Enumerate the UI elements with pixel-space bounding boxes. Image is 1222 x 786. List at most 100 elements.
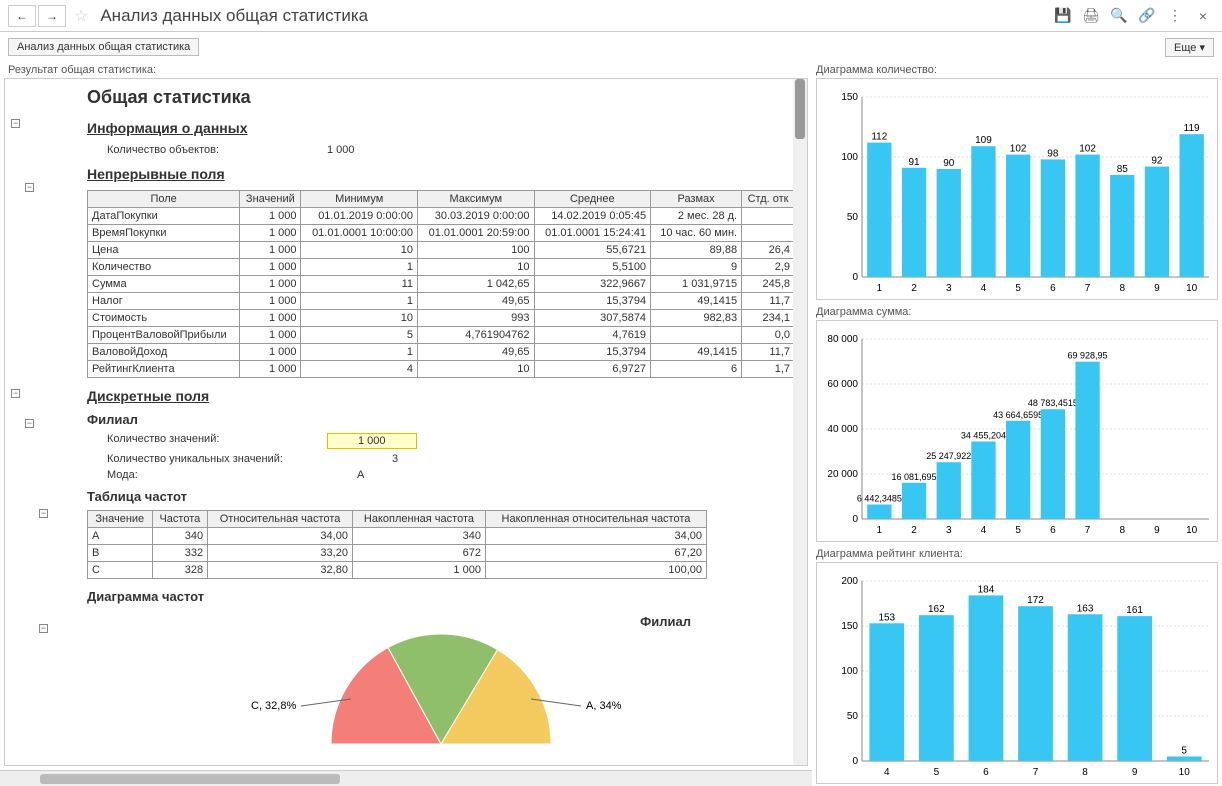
svg-text:9: 9: [1132, 767, 1138, 778]
freq-table-heading: Таблица частот: [87, 489, 795, 504]
table-row: РейтингКлиента1 0004106,972761,7: [88, 361, 795, 378]
table-header: Частота: [152, 511, 208, 528]
svg-text:2: 2: [911, 525, 917, 536]
chart1-label: Диаграмма количество:: [816, 62, 1218, 78]
menu-dots-icon[interactable]: ⋮: [1164, 5, 1186, 27]
table-header: Максимум: [418, 191, 535, 208]
svg-text:0: 0: [852, 756, 858, 767]
svg-text:50: 50: [847, 212, 859, 223]
document-area: Общая статистика Информация о данных Кол…: [75, 79, 807, 765]
chart-sum: 020 00040 00060 00080 0006 442,3485116 0…: [816, 320, 1218, 542]
svg-text:C, 32,8%: C, 32,8%: [251, 700, 296, 712]
chart2-label: Диаграмма сумма:: [816, 304, 1218, 320]
svg-text:90: 90: [943, 158, 955, 169]
table-row: Сумма1 000111 042,65322,96671 031,971524…: [88, 276, 795, 293]
svg-text:20 000: 20 000: [827, 469, 858, 480]
svg-text:102: 102: [1079, 144, 1096, 155]
tree-toggle[interactable]: −: [25, 419, 34, 428]
tree-toggle[interactable]: −: [25, 183, 34, 192]
svg-text:5: 5: [934, 767, 940, 778]
filial-unique-value: 3: [327, 453, 398, 465]
preview-icon[interactable]: 🔍: [1108, 5, 1130, 27]
svg-text:200: 200: [841, 576, 858, 587]
svg-text:98: 98: [1047, 148, 1059, 159]
filial-count-label: Количество значений:: [87, 433, 327, 449]
chart-quantity: 0501001501121912903109410259861027858929…: [816, 78, 1218, 300]
svg-text:6: 6: [983, 767, 989, 778]
svg-text:80 000: 80 000: [827, 334, 858, 345]
table-row: B33233,2067267,20: [88, 545, 707, 562]
table-row: ВремяПокупки1 00001.01.0001 10:00:0001.0…: [88, 225, 795, 242]
svg-text:43 664,6595: 43 664,6595: [993, 410, 1043, 420]
svg-text:184: 184: [978, 584, 995, 595]
nav-forward-button[interactable]: →: [38, 5, 66, 27]
link-icon[interactable]: 🔗: [1136, 5, 1158, 27]
svg-text:16 081,695: 16 081,695: [892, 472, 937, 482]
svg-text:10: 10: [1186, 283, 1198, 294]
svg-text:100: 100: [841, 666, 858, 677]
svg-text:0: 0: [852, 272, 858, 283]
svg-text:7: 7: [1033, 767, 1039, 778]
table-row: A34034,0034034,00: [88, 528, 707, 545]
svg-text:4: 4: [981, 283, 987, 294]
svg-text:2: 2: [911, 283, 917, 294]
info-count-label: Количество объектов:: [87, 144, 327, 156]
svg-text:10: 10: [1186, 525, 1198, 536]
svg-text:150: 150: [841, 621, 858, 632]
main-toolbar: ← → ☆ Анализ данных общая статистика 💾 🖨…: [0, 0, 1222, 32]
table-header: Стд. отк: [742, 191, 795, 208]
table-row: ВаловойДоход1 000149,6515,379449,141511,…: [88, 344, 795, 361]
svg-text:85: 85: [1117, 164, 1129, 175]
vertical-scrollbar[interactable]: [793, 79, 807, 765]
tree-toggle[interactable]: −: [39, 624, 48, 633]
doc-heading: Общая статистика: [87, 87, 795, 108]
svg-text:3: 3: [946, 525, 952, 536]
more-button[interactable]: Еще ▾: [1165, 38, 1214, 57]
section-info-heading: Информация о данных: [87, 120, 795, 136]
horizontal-scrollbar[interactable]: [0, 770, 812, 786]
continuous-fields-table: ПолеЗначенийМинимумМаксимумСреднееРазмах…: [87, 190, 795, 378]
tree-toggle[interactable]: −: [39, 509, 48, 518]
svg-text:102: 102: [1010, 144, 1027, 155]
nav-back-button[interactable]: ←: [8, 5, 36, 27]
tree-toggle[interactable]: −: [11, 389, 20, 398]
table-header: Накопленная частота: [352, 511, 485, 528]
svg-text:6 442,3485: 6 442,3485: [857, 494, 902, 504]
filial-unique-label: Количество уникальных значений:: [87, 453, 327, 465]
svg-text:5: 5: [1181, 746, 1187, 757]
table-header: Накопленная относительная частота: [485, 511, 706, 528]
svg-text:4: 4: [884, 767, 890, 778]
tree-toggle[interactable]: −: [11, 119, 20, 128]
svg-text:25 247,922: 25 247,922: [926, 451, 971, 461]
svg-text:1: 1: [877, 283, 883, 294]
left-panel: Результат общая статистика: − − − − − − …: [0, 62, 812, 786]
svg-text:5: 5: [1015, 283, 1021, 294]
frequency-table: ЗначениеЧастотаОтносительная частотаНако…: [87, 510, 707, 579]
svg-text:A, 34%: A, 34%: [586, 700, 622, 712]
svg-text:150: 150: [841, 92, 858, 103]
svg-text:161: 161: [1126, 605, 1143, 616]
svg-text:112: 112: [871, 132, 887, 143]
favorite-star-icon[interactable]: ☆: [74, 6, 88, 26]
save-icon[interactable]: 💾: [1052, 5, 1074, 27]
svg-text:7: 7: [1085, 283, 1091, 294]
print-icon[interactable]: 🖨: [1080, 5, 1102, 27]
table-row: Стоимость1 00010993307,5874982,83234,1: [88, 310, 795, 327]
svg-text:119: 119: [1184, 123, 1200, 134]
close-icon[interactable]: ×: [1192, 5, 1214, 27]
svg-text:60 000: 60 000: [827, 379, 858, 390]
chart-rating: 050100150200153416251846172716381619510: [816, 562, 1218, 784]
svg-text:48 783,4515: 48 783,4515: [1028, 398, 1078, 408]
table-row: Цена1 0001010055,672189,8826,4: [88, 242, 795, 259]
svg-text:163: 163: [1077, 603, 1094, 614]
table-row: ПроцентВаловойПрибыли1 00054,7619047624,…: [88, 327, 795, 344]
table-header: Размах: [651, 191, 742, 208]
table-header: Значение: [88, 511, 153, 528]
svg-text:91: 91: [908, 157, 920, 168]
table-row: ДатаПокупки1 00001.01.2019 0:00:0030.03.…: [88, 208, 795, 225]
filial-count-value: 1 000: [327, 433, 417, 449]
table-header: Минимум: [301, 191, 418, 208]
svg-text:8: 8: [1119, 525, 1125, 536]
svg-text:69 928,95: 69 928,95: [1068, 351, 1108, 361]
tab-button[interactable]: Анализ данных общая статистика: [8, 38, 199, 56]
